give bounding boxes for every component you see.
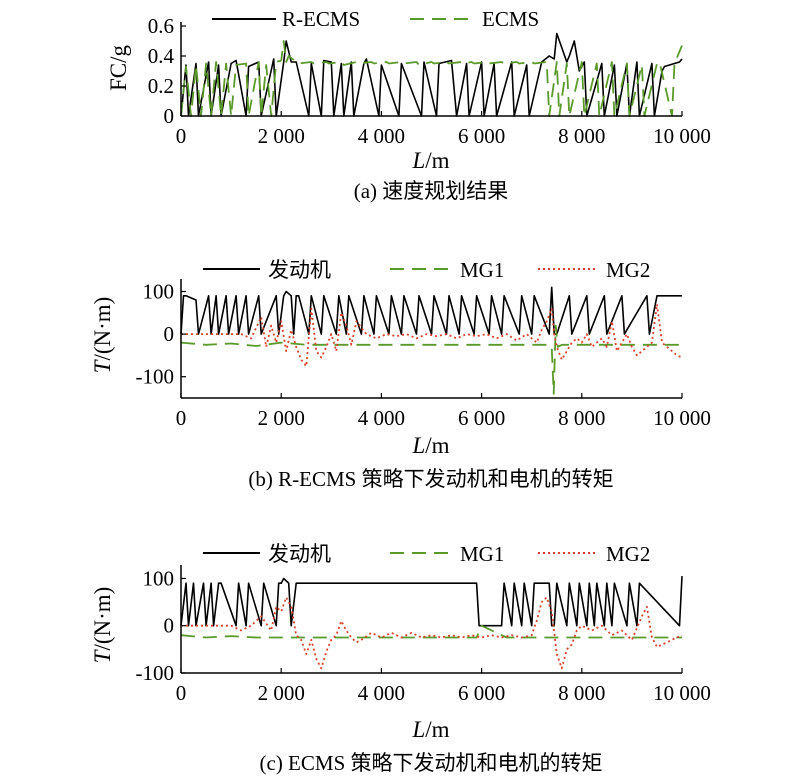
y-axis-label-b: T/(N·m): [90, 297, 115, 374]
x-axis-label-unit: /m: [425, 433, 449, 458]
y-axis-label-unit: /(N·m): [90, 297, 115, 361]
panel-b: 发动机 MG1 MG2 T/(N·m) L/m (b) R-ECMS 策略下发动…: [90, 258, 711, 491]
x-axis-label-italic: L: [411, 148, 425, 173]
series-line-3: [181, 303, 683, 368]
legend-label-mg1: MG1: [460, 258, 504, 282]
legend-label-ecms: ECMS: [482, 7, 539, 31]
series-line-2: [180, 40, 683, 117]
x-tick-label: 0: [176, 406, 187, 430]
caption-a: (a) 速度规划结果: [354, 179, 509, 203]
legend-label-mg1: MG1: [460, 542, 504, 566]
series-line-1: [180, 286, 682, 335]
legend-c: 发动机 MG1 MG2: [203, 542, 650, 566]
y-tick-label: 0.2: [148, 74, 174, 98]
panel-c: 发动机 MG1 MG2 T/(N·m) L/m (c) ECMS 策略下发动机和…: [90, 542, 711, 775]
x-tick-label: 6 000: [458, 406, 505, 430]
x-tick-label: 6 000: [458, 124, 505, 148]
legend-label-mg2: MG2: [606, 258, 650, 282]
x-axis-label-unit: /m: [425, 717, 449, 742]
y-tick-label: 0: [164, 322, 175, 346]
x-tick-label: 4 000: [358, 124, 405, 148]
x-tick-label: 0: [176, 681, 187, 705]
x-tick-label: 8 000: [558, 406, 605, 430]
x-axis-label-b: L/m: [411, 433, 449, 458]
series-line-2: [180, 324, 682, 395]
x-tick-label: 10 000: [653, 681, 711, 705]
x-tick-label: 8 000: [558, 124, 605, 148]
x-axis-label-c: L/m: [411, 717, 449, 742]
x-axis-label-a: L/m: [411, 148, 449, 173]
legend-a: R-ECMS ECMS: [212, 7, 539, 31]
y-axis-label-italic: T: [90, 358, 115, 373]
y-axis-label-c: T/(N·m): [90, 587, 115, 664]
y-tick-label: 0: [164, 614, 175, 638]
x-tick-label: 6 000: [458, 681, 505, 705]
caption-c: (c) ECMS 策略下发动机和电机的转矩: [260, 751, 603, 775]
legend-label-r-ecms: R-ECMS: [282, 7, 360, 31]
series-line-1: [180, 576, 683, 627]
x-tick-label: 10 000: [653, 406, 711, 430]
caption-b: (b) R-ECMS 策略下发动机和电机的转矩: [248, 467, 613, 491]
legend-label-engine: 发动机: [268, 542, 331, 566]
legend-b: 发动机 MG1 MG2: [203, 258, 650, 282]
x-tick-label: 8 000: [558, 681, 605, 705]
series-line-3: [181, 596, 683, 670]
x-tick-label: 2 000: [258, 681, 305, 705]
panel-a: R-ECMS ECMS FC/g L/m (a) 速度规划结果 0 2 000 4 …: [106, 7, 711, 203]
x-tick-label: 4 000: [358, 406, 405, 430]
legend-label-engine: 发动机: [268, 258, 331, 282]
x-tick-label: 0: [176, 124, 187, 148]
x-tick-label: 2 000: [258, 124, 305, 148]
y-axis-label-italic: T: [90, 648, 115, 663]
y-tick-label: 100: [143, 280, 175, 304]
series-line-1: [180, 32, 683, 117]
x-tick-label: 4 000: [358, 681, 405, 705]
y-axis-label-a: FC/g: [106, 44, 131, 91]
x-axis-label-italic: L: [411, 717, 425, 742]
y-tick-label: 100: [143, 566, 175, 590]
x-tick-label: 2 000: [258, 406, 305, 430]
x-axis-label-unit: /m: [425, 148, 449, 173]
series-line-2: [180, 624, 682, 639]
y-tick-label: 0.4: [148, 44, 175, 68]
legend-label-mg2: MG2: [606, 542, 650, 566]
x-axis-label-italic: L: [411, 433, 425, 458]
y-tick-label: -100: [136, 661, 175, 685]
y-axis-label-unit: /(N·m): [90, 587, 115, 651]
x-tick-label: 10 000: [653, 124, 711, 148]
y-tick-label: 0.6: [148, 14, 174, 38]
y-tick-label: -100: [136, 365, 175, 389]
y-tick-label: 0: [164, 104, 175, 128]
